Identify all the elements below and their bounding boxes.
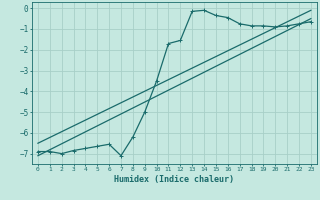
X-axis label: Humidex (Indice chaleur): Humidex (Indice chaleur)	[115, 175, 234, 184]
